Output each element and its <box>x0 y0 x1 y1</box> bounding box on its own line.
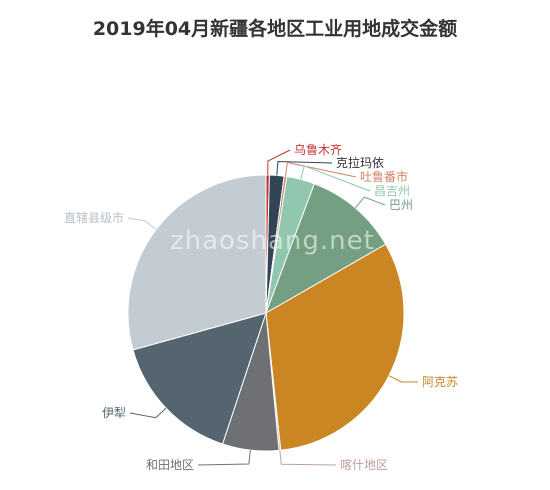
slice-label: 乌鲁木齐 <box>294 142 342 157</box>
leader-line <box>354 196 386 209</box>
slice-label: 克拉玛依 <box>336 155 384 170</box>
slice-label: 吐鲁番市 <box>360 169 408 184</box>
pie-slice[interactable] <box>132 312 267 445</box>
slice-label: 直辖县级市 <box>64 210 124 225</box>
leader-line <box>267 149 291 176</box>
slice-label: 巴州 <box>389 198 413 212</box>
pie-slice[interactable] <box>127 174 267 351</box>
leader-line <box>300 165 371 192</box>
leader-line <box>127 217 157 230</box>
leader-line <box>197 450 251 466</box>
chart-title: 2019年04月新疆各地区工业用地成交金额 <box>92 18 458 40</box>
slice-label: 和田地区 <box>146 458 194 472</box>
leader-line <box>284 161 357 178</box>
slice-label: 伊犁 <box>102 406 126 420</box>
leader-line <box>279 450 337 466</box>
leader-line <box>129 407 167 419</box>
leader-line <box>276 160 333 176</box>
slice-label: 阿克苏 <box>422 375 458 389</box>
slice-label: 喀什地区 <box>340 458 388 472</box>
slice-label: 昌吉州 <box>374 184 410 198</box>
leader-line <box>388 375 419 383</box>
